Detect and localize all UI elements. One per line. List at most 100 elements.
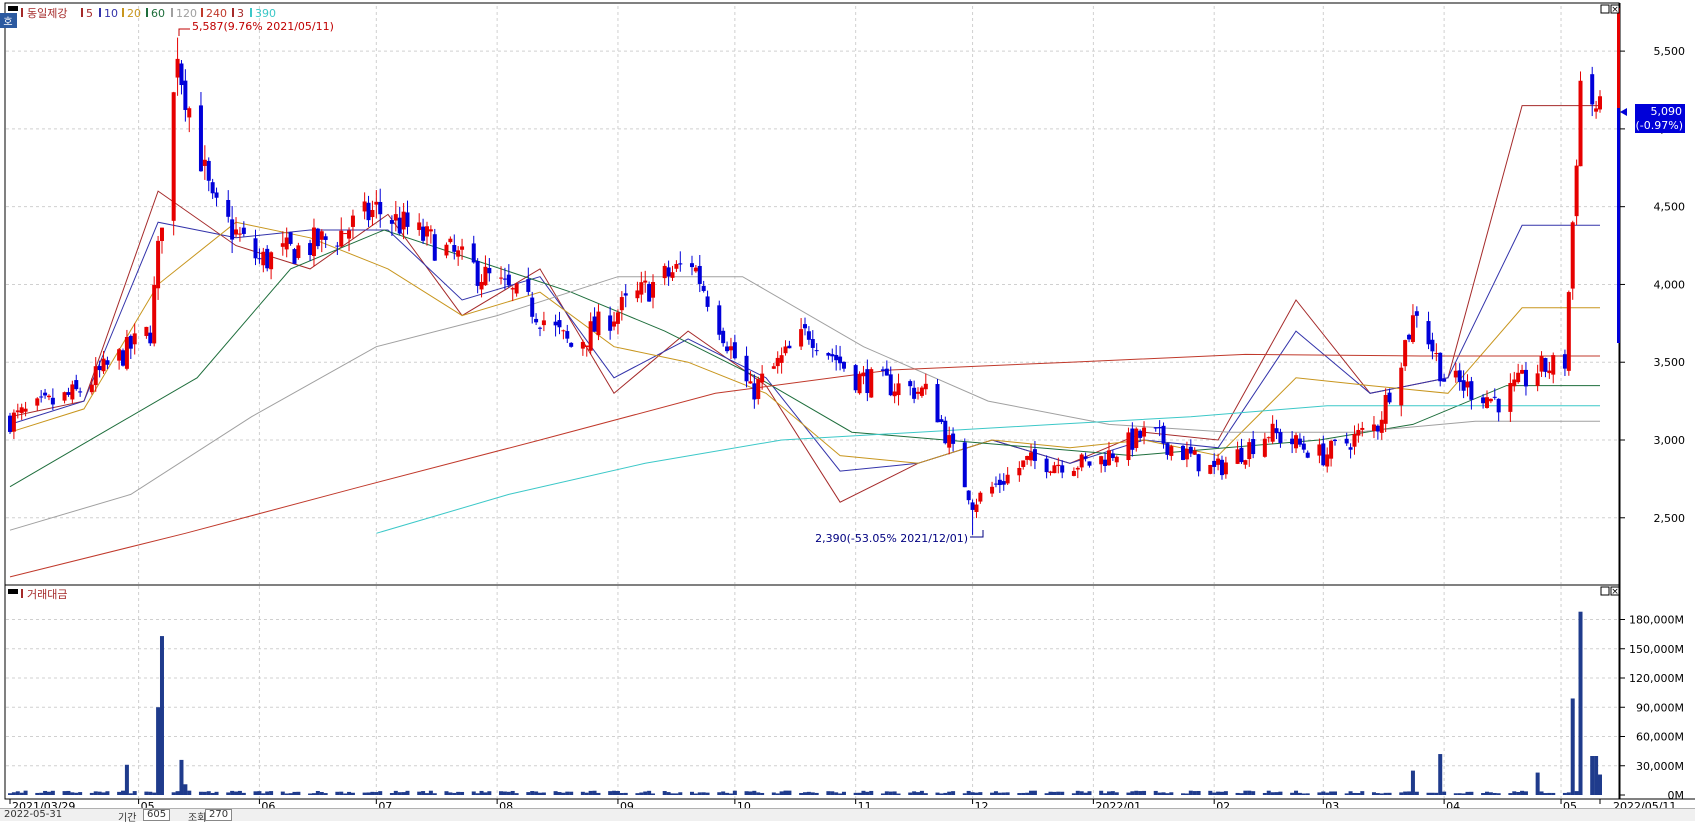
volume-bar <box>506 791 511 795</box>
volume-bar <box>1457 793 1462 795</box>
candle-body <box>689 263 694 268</box>
candle-body <box>923 383 928 390</box>
price-maximize-button[interactable] <box>1600 4 1610 14</box>
candle-body <box>428 229 433 232</box>
candle-body <box>756 379 761 399</box>
volume-bar <box>717 792 722 795</box>
volume-bar <box>1551 792 1556 795</box>
candle-body <box>1114 456 1119 463</box>
bottom-toolbar: 2022-05-31 기간 605 조회 270 <box>0 808 1695 824</box>
candle-body <box>569 342 574 347</box>
volume-bar <box>206 791 211 795</box>
volume-bar <box>1329 791 1334 795</box>
candle-body <box>838 356 843 364</box>
volume-bar <box>826 791 831 795</box>
candle-body <box>1508 383 1513 412</box>
candle-body <box>152 284 157 344</box>
volume-bar <box>1181 793 1186 795</box>
candle-body <box>1208 464 1213 474</box>
volume-bar <box>1297 792 1302 795</box>
bottom-query-label[interactable]: 조회 <box>188 813 207 824</box>
candle-body <box>697 265 702 284</box>
price-panel-buttons[interactable]: × <box>1600 4 1620 15</box>
candle-body <box>1181 445 1186 460</box>
volume-close-button[interactable] <box>1610 586 1620 596</box>
volume-bar <box>896 793 901 795</box>
volume-bar <box>460 791 465 795</box>
corner-icon[interactable]: 호 <box>3 16 12 28</box>
candle-body <box>456 250 461 257</box>
volume-bar <box>46 791 51 795</box>
volume-bar <box>1048 791 1053 795</box>
volume-bar <box>156 707 161 795</box>
volume-bar <box>1594 756 1599 795</box>
candle-body <box>526 279 531 292</box>
volume-bar <box>1165 793 1170 795</box>
bottom-count-input[interactable]: 270 <box>205 809 233 821</box>
volume-bar <box>417 791 422 795</box>
volume-bar <box>311 793 316 795</box>
volume-bar <box>62 791 67 795</box>
volume-bar <box>152 792 157 795</box>
volume-bar <box>405 790 410 795</box>
volume-maximize-button[interactable] <box>1600 586 1610 596</box>
candle-body <box>919 387 924 396</box>
volume-bar <box>483 792 488 795</box>
candle-body <box>101 358 106 372</box>
volume-bar <box>697 792 702 795</box>
candle-body <box>1523 369 1528 387</box>
candle-body <box>841 361 846 369</box>
volume-bar <box>1453 793 1458 795</box>
volume-bar <box>880 793 885 795</box>
volume-bar <box>1216 791 1221 795</box>
volume-bar <box>1294 790 1299 795</box>
volume-bar <box>234 791 239 795</box>
volume-bar <box>647 790 652 795</box>
volume-bar <box>1184 793 1189 795</box>
volume-bar <box>226 792 231 795</box>
volume-legend-marker-icon <box>8 589 18 594</box>
volume-bar <box>175 791 180 795</box>
volume-bar <box>678 792 683 795</box>
candle-body <box>1099 456 1104 465</box>
volume-bar <box>343 793 348 795</box>
candle-body <box>1333 439 1337 442</box>
candle-body <box>1371 424 1376 432</box>
legend-stock-swatch <box>21 8 23 17</box>
volume-bar <box>1461 793 1466 795</box>
volume-bar <box>561 792 566 795</box>
volume-bar <box>1379 793 1384 795</box>
corner-icon-box[interactable] <box>0 13 17 28</box>
volume-bar <box>1239 793 1244 795</box>
candle-body <box>1266 437 1271 439</box>
candle-body <box>1032 449 1037 461</box>
candle-body <box>1496 398 1501 413</box>
candle-body <box>1243 460 1248 465</box>
volume-panel-buttons[interactable]: × <box>1600 586 1620 597</box>
volume-bar <box>456 791 461 795</box>
candle-body <box>237 233 242 235</box>
candle-body <box>74 380 79 390</box>
volume-bar <box>144 791 149 795</box>
volume-bar <box>1274 792 1279 795</box>
volume-bar <box>666 792 671 795</box>
legend-swatch-10 <box>99 8 101 17</box>
candle-body <box>417 222 422 230</box>
volume-bar <box>253 791 258 795</box>
bottom-period-input[interactable]: 605 <box>143 809 171 821</box>
volume-bar <box>787 790 792 795</box>
candle-body <box>124 336 129 369</box>
candle-body <box>623 293 628 296</box>
legend-swatch-20 <box>122 8 124 17</box>
volume-bar <box>1106 791 1111 795</box>
candle-body <box>1414 311 1419 316</box>
volume-bar <box>471 791 476 795</box>
legend-period-20: 20 <box>127 7 141 20</box>
volume-bar <box>1134 790 1139 795</box>
candle-body <box>1512 379 1517 387</box>
candle-body <box>1566 292 1571 371</box>
volume-bar <box>974 792 979 795</box>
volume-bar <box>990 792 995 795</box>
price-close-button[interactable] <box>1610 4 1620 14</box>
volume-bar <box>1399 792 1404 795</box>
